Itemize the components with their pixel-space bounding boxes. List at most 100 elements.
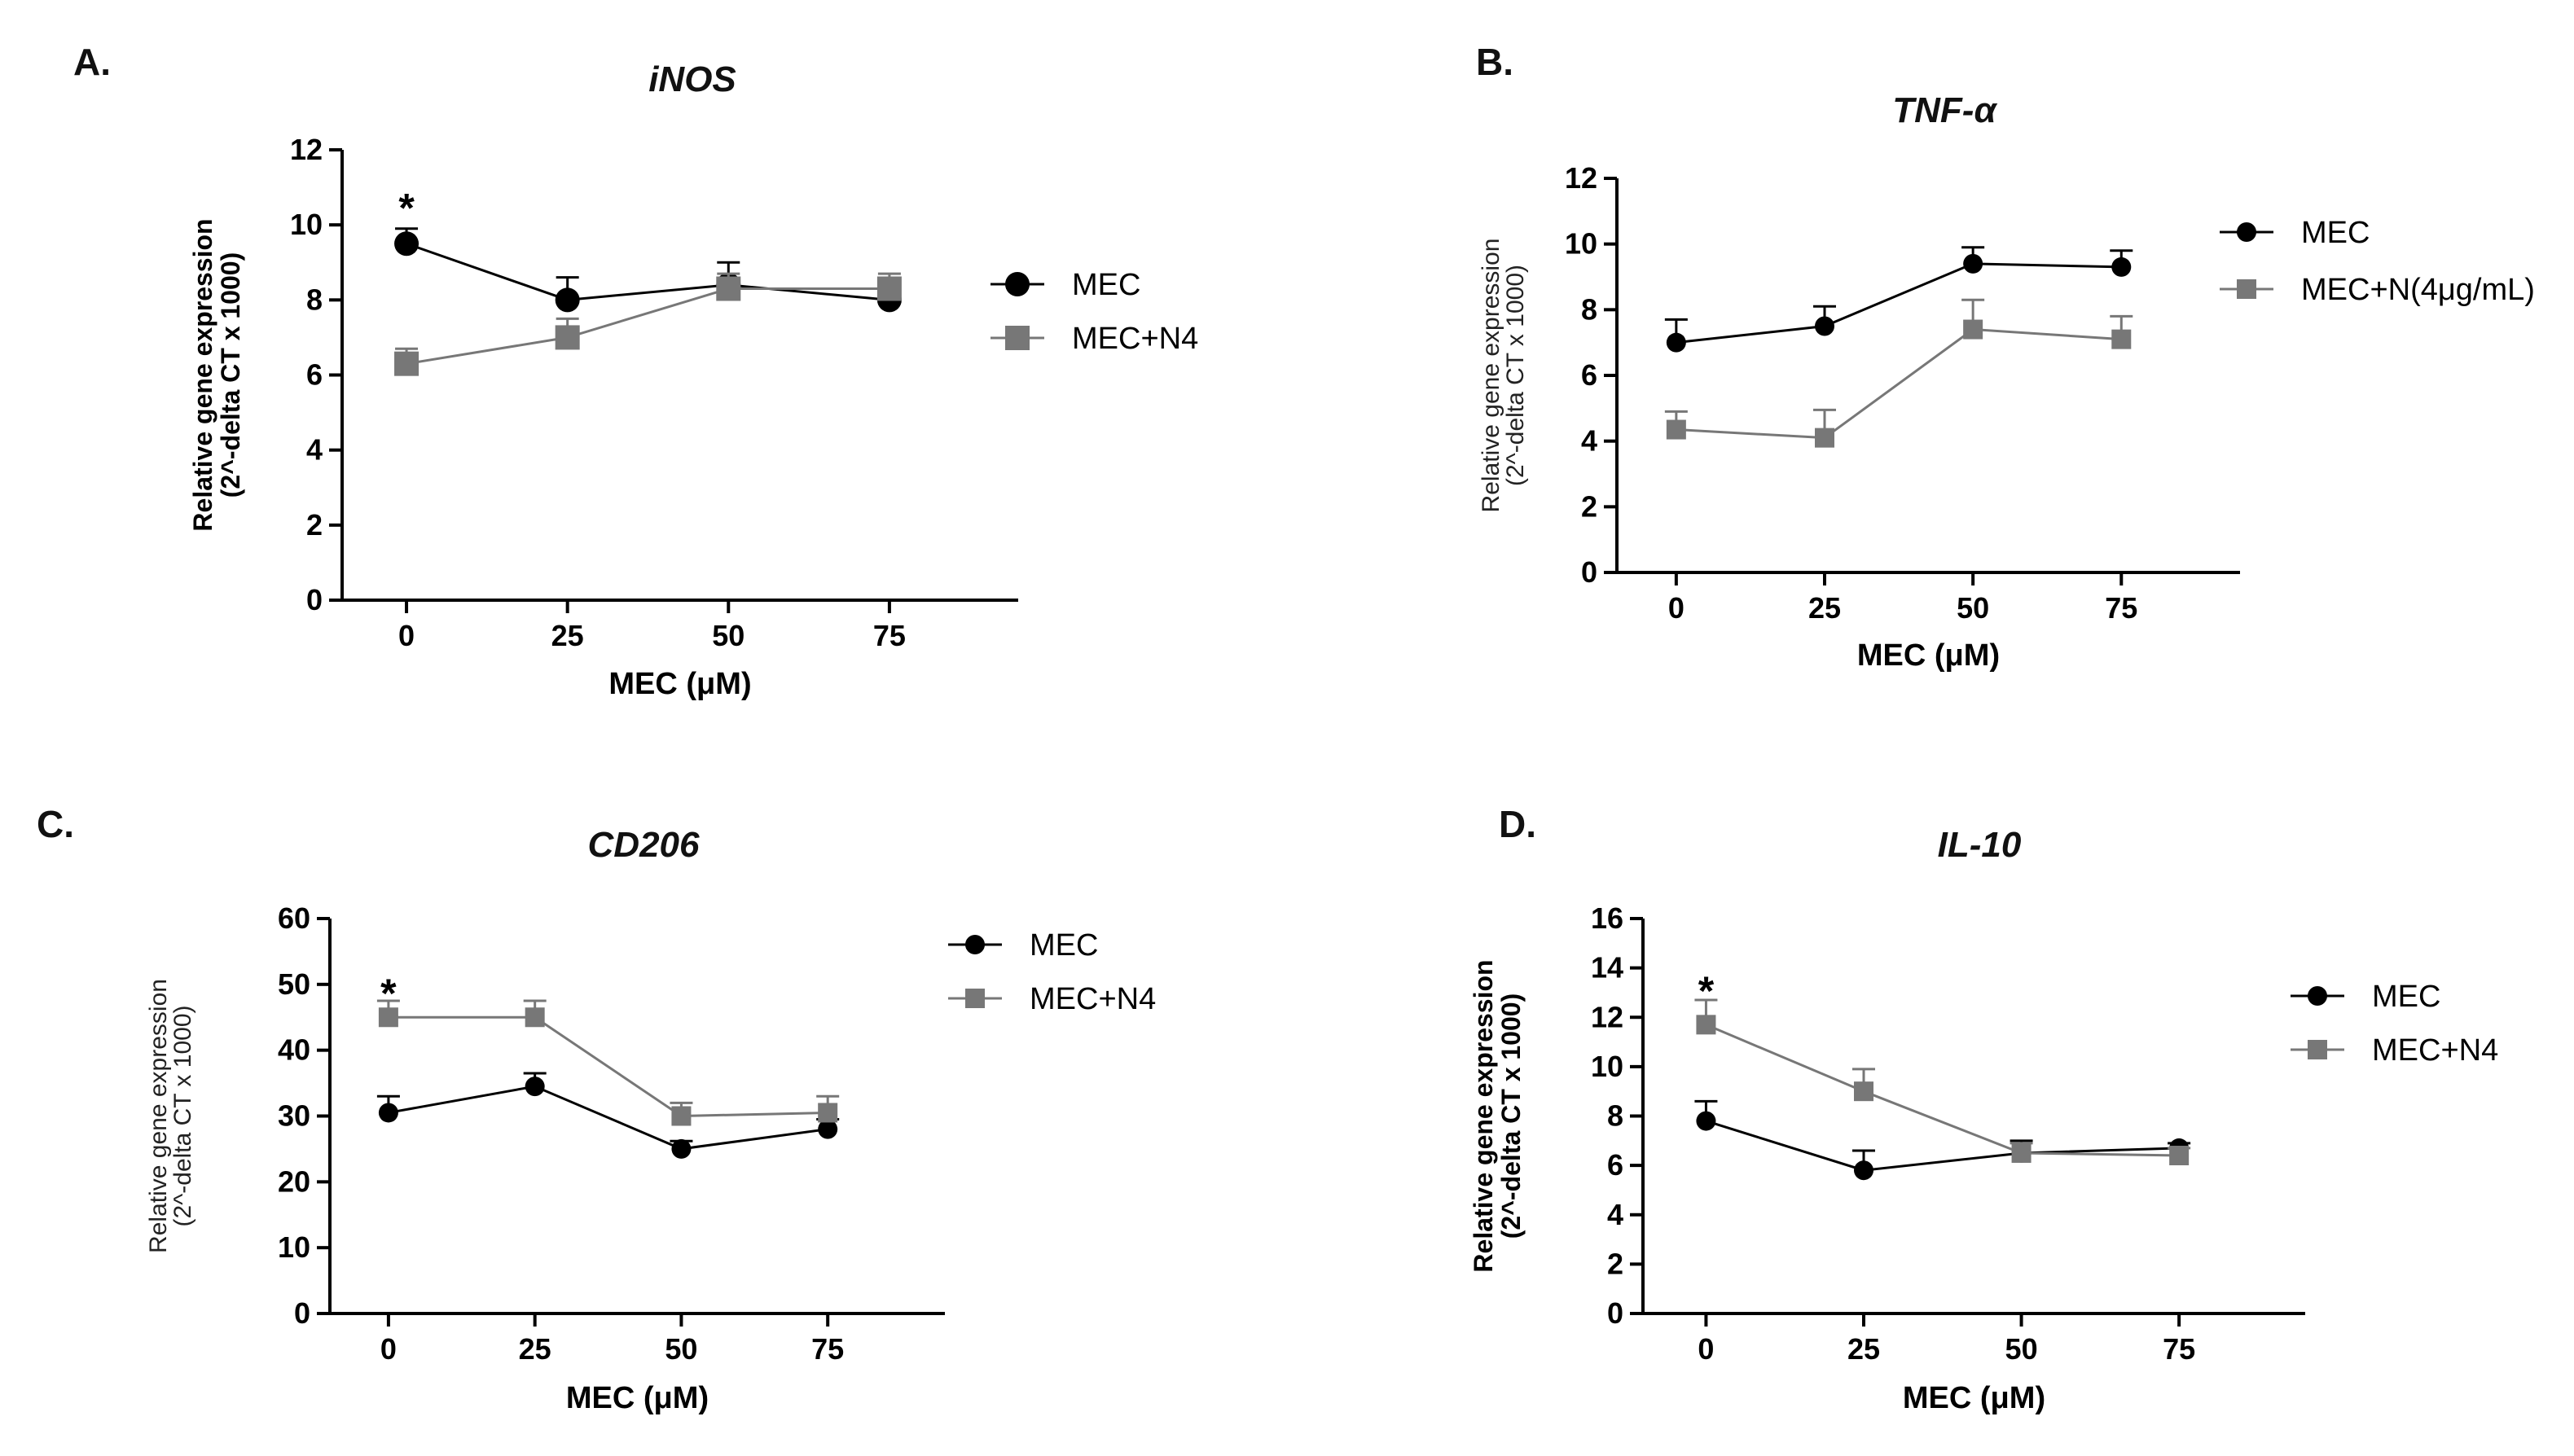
x-tick-label: 75 bbox=[811, 1332, 844, 1366]
y-tick-label: 20 bbox=[278, 1164, 310, 1198]
legend-marker bbox=[2237, 279, 2256, 299]
series-mec-n bbox=[1664, 298, 2133, 448]
y-tick-label: 30 bbox=[278, 1099, 310, 1133]
data-point bbox=[1854, 1160, 1873, 1181]
x-tick-label: 25 bbox=[519, 1332, 551, 1366]
chart-title: iNOS bbox=[648, 59, 736, 99]
series-mec-n bbox=[394, 272, 902, 376]
x-tick-label: 50 bbox=[1957, 591, 1989, 625]
x-tick-label: 25 bbox=[1808, 591, 1841, 625]
legend-entry: MEC+N4 bbox=[2372, 1033, 2498, 1068]
data-point bbox=[876, 276, 902, 301]
panel-letter: A. bbox=[73, 41, 111, 83]
data-point bbox=[525, 1077, 545, 1097]
data-point bbox=[394, 231, 419, 257]
series-mec bbox=[1664, 246, 2133, 353]
significance-star: * bbox=[380, 971, 397, 1016]
data-point bbox=[2111, 329, 2132, 349]
legend-entry: MEC+N(4μg/mL) bbox=[2301, 273, 2535, 307]
series-line bbox=[406, 242, 890, 301]
data-point bbox=[2169, 1146, 2190, 1165]
y-tick-label: 4 bbox=[1581, 424, 1597, 458]
legend: MEC MEC+N(4μg/mL) bbox=[2220, 216, 2535, 307]
y-tick-label: 8 bbox=[1607, 1099, 1623, 1133]
y-tick-label: 10 bbox=[1591, 1050, 1623, 1083]
y-axis-label-line: Relative gene expression bbox=[145, 979, 172, 1253]
series-line bbox=[406, 287, 889, 366]
significance-star: * bbox=[398, 186, 415, 231]
series-mec bbox=[1694, 1099, 2191, 1181]
legend-marker bbox=[965, 989, 985, 1008]
y-tick-label: 12 bbox=[1565, 161, 1597, 195]
legend: MEC MEC+N4 bbox=[991, 268, 1198, 356]
data-point bbox=[1963, 253, 1983, 274]
chart-title: IL-10 bbox=[1938, 825, 2022, 865]
y-axis-label: Relative gene expression(2^-delta CT x 1… bbox=[1478, 239, 1529, 513]
x-axis-label: MEC (μM) bbox=[566, 1381, 709, 1415]
data-point bbox=[2111, 257, 2132, 277]
legend-entry: MEC+N4 bbox=[1030, 982, 1156, 1016]
x-axis-label: MEC (μM) bbox=[608, 667, 751, 701]
legend-entry: MEC+N4 bbox=[1072, 322, 1198, 356]
y-axis-label: Relative gene expression(2^-delta CT x 1… bbox=[145, 979, 196, 1253]
y-tick-label: 0 bbox=[1581, 555, 1597, 589]
y-tick-label: 50 bbox=[278, 967, 310, 1001]
x-tick-label: 0 bbox=[380, 1332, 397, 1366]
legend-marker bbox=[2308, 1040, 2327, 1059]
significance-star: * bbox=[1698, 968, 1715, 1014]
y-tick-label: 0 bbox=[1607, 1296, 1623, 1330]
series-line bbox=[1705, 1023, 2180, 1157]
y-tick-label: 10 bbox=[278, 1230, 310, 1264]
y-tick-label: 40 bbox=[278, 1033, 310, 1067]
y-tick-label: 2 bbox=[1581, 489, 1597, 523]
y-tick-label: 6 bbox=[1607, 1148, 1623, 1182]
series-line bbox=[1676, 262, 2122, 344]
data-point bbox=[378, 1103, 398, 1123]
data-point bbox=[2011, 1142, 2032, 1163]
chart-panel-2: B. TNF-α 0 2 4 6 8 10 12 0 25 50 75 MEC (μM) Relative … bbox=[1476, 41, 2535, 673]
data-point bbox=[555, 287, 580, 313]
y-tick-label: 4 bbox=[1607, 1198, 1623, 1231]
y-tick-label: 2 bbox=[306, 508, 323, 542]
x-tick-label: 50 bbox=[665, 1332, 697, 1366]
data-point bbox=[716, 276, 741, 301]
x-tick-label: 0 bbox=[398, 619, 415, 652]
chart-panel-4: D. IL-10 0 2 4 6 8 10 12 14 16 0 25 50 75 MEC (μM) Relat… bbox=[1469, 803, 2498, 1415]
data-point bbox=[671, 1138, 692, 1159]
x-tick-label: 0 bbox=[1668, 591, 1685, 625]
data-point bbox=[818, 1119, 838, 1139]
data-point bbox=[525, 1007, 545, 1028]
y-tick-label: 8 bbox=[306, 283, 323, 316]
y-axis-label-line: Relative gene expression bbox=[1478, 239, 1504, 513]
legend-entry: MEC bbox=[2301, 216, 2370, 250]
series-mec bbox=[376, 1072, 840, 1159]
y-tick-label: 10 bbox=[1565, 227, 1597, 261]
x-tick-label: 0 bbox=[1698, 1332, 1714, 1366]
x-tick-label: 25 bbox=[551, 619, 584, 652]
panel-letter: C. bbox=[37, 803, 74, 845]
y-tick-label: 0 bbox=[306, 583, 323, 616]
panel-letter: B. bbox=[1476, 41, 1513, 83]
y-tick-label: 4 bbox=[306, 433, 323, 467]
chart-panel-1: A. iNOS 0 2 4 6 8 10 12 0 25 50 75 MEC (μM) Relative g… bbox=[73, 41, 1198, 701]
y-axis-label-line: (2^-delta CT x 1000) bbox=[216, 252, 245, 498]
series-line bbox=[1705, 1120, 2180, 1172]
y-tick-label: 6 bbox=[306, 358, 323, 392]
y-tick-label: 6 bbox=[1581, 358, 1597, 392]
data-point bbox=[1854, 1081, 1873, 1102]
x-tick-label: 75 bbox=[873, 619, 906, 652]
legend-marker bbox=[1005, 272, 1030, 296]
x-tick-label: 50 bbox=[712, 619, 745, 652]
x-axis-label: MEC (μM) bbox=[1857, 638, 2000, 673]
chart-panel-3: C. CD206 0 10 20 30 40 50 60 0 25 50 75 MEC (μM) Relat… bbox=[37, 803, 1156, 1415]
x-tick-label: 75 bbox=[2163, 1332, 2195, 1366]
panel-letter: D. bbox=[1499, 803, 1536, 845]
data-point bbox=[1815, 316, 1834, 336]
legend-marker bbox=[1005, 326, 1030, 350]
x-axis-label: MEC (μM) bbox=[1903, 1381, 2045, 1415]
legend-marker bbox=[2308, 986, 2327, 1006]
data-point bbox=[378, 1007, 398, 1028]
series-line bbox=[1676, 328, 2122, 440]
y-axis-label-line: Relative gene expression bbox=[188, 218, 217, 531]
